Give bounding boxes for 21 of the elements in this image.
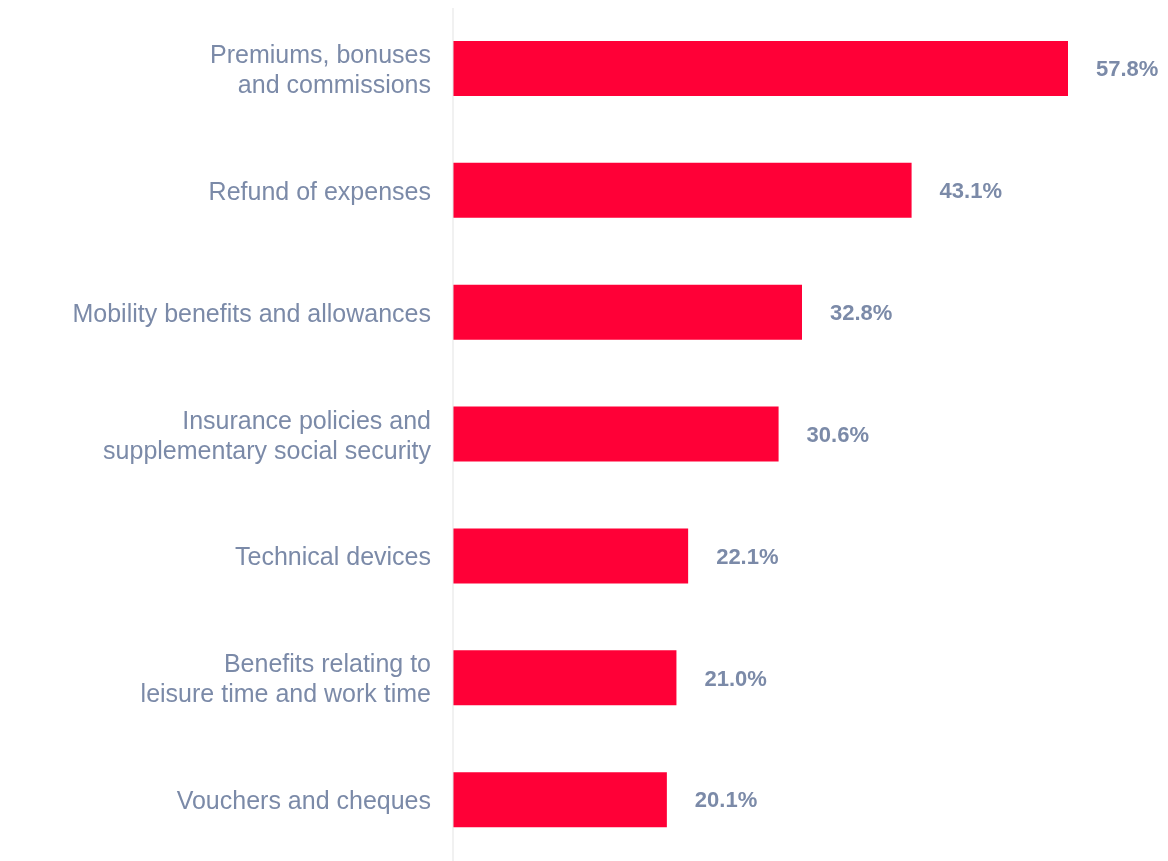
bar [453, 41, 1068, 96]
y-tick-label: Refund of expenses [208, 176, 431, 205]
data-label: 43.1% [939, 178, 1002, 204]
y-tick-label: Technical devices [235, 542, 431, 571]
bar [453, 772, 667, 828]
bar [453, 284, 802, 340]
bar [453, 528, 689, 584]
y-tick-label: Benefits relating to leisure time and work time [140, 649, 431, 708]
bar [453, 162, 912, 218]
data-label: 32.8% [830, 300, 893, 326]
y-tick-label: Premiums, bonuses and commissions [210, 39, 431, 98]
y-tick-label: Vouchers and cheques [176, 786, 431, 815]
bar [453, 650, 677, 706]
y-tick-label: Insurance policies and supplementary social security [103, 405, 432, 464]
data-label: 57.8% [1096, 56, 1159, 82]
data-label: 22.1% [716, 543, 779, 569]
bar [453, 406, 779, 462]
data-label: 30.6% [806, 421, 869, 447]
data-label: 21.0% [704, 665, 767, 691]
data-label: 20.1% [694, 787, 758, 813]
y-tick-label: Mobility benefits and allowances [72, 298, 431, 327]
